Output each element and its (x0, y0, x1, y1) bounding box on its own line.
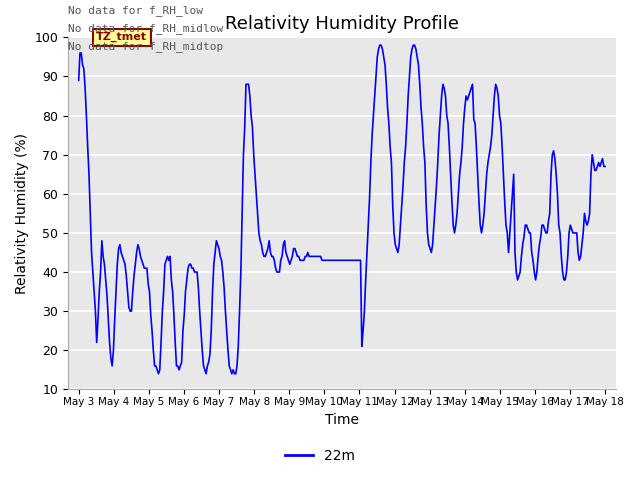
Text: No data for f_RH_midtop: No data for f_RH_midtop (68, 41, 223, 52)
X-axis label: Time: Time (325, 413, 359, 427)
Text: TZ_tmet: TZ_tmet (96, 32, 147, 42)
Title: Relativity Humidity Profile: Relativity Humidity Profile (225, 15, 459, 33)
Text: No data for f_RH_midlow: No data for f_RH_midlow (68, 23, 223, 34)
Legend: 22m: 22m (280, 443, 360, 468)
Text: No data for f_RH_low: No data for f_RH_low (68, 5, 203, 16)
Y-axis label: Relativity Humidity (%): Relativity Humidity (%) (15, 133, 29, 294)
